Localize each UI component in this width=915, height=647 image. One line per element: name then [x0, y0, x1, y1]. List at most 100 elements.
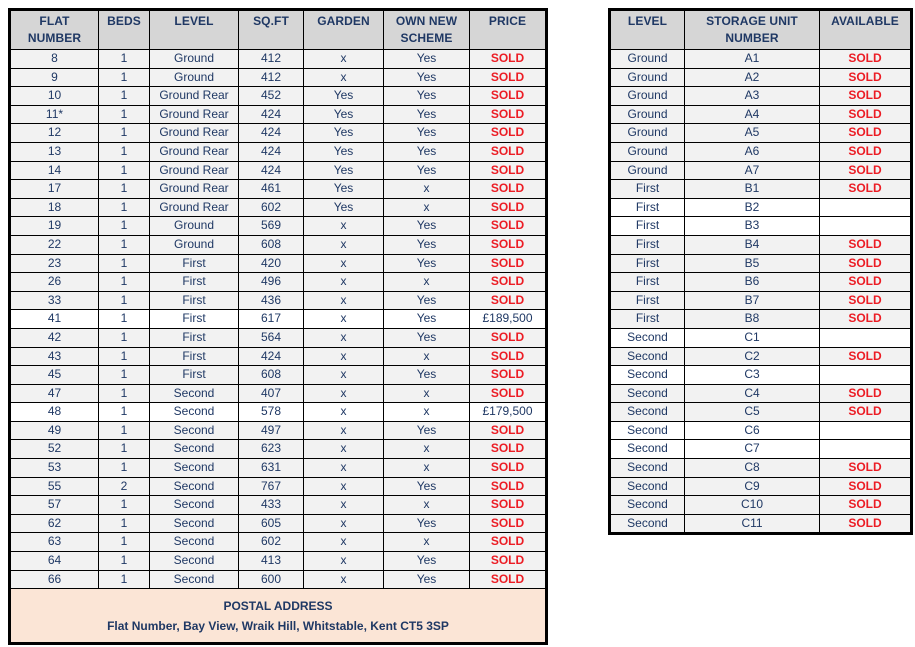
- unit-cell: A3: [684, 86, 820, 106]
- sqft-cell: 413: [238, 551, 304, 571]
- unit-cell: B8: [684, 309, 820, 329]
- price-cell: SOLD: [469, 551, 547, 571]
- scheme-cell: Yes: [383, 234, 470, 255]
- flat-cell: 42: [9, 327, 99, 348]
- level-cell: First: [609, 197, 685, 218]
- level-cell: Ground Rear: [149, 197, 239, 218]
- table-row: Second C8 SOLD: [609, 458, 912, 478]
- scheme-cell: x: [383, 346, 470, 367]
- beds-cell: 1: [98, 141, 150, 162]
- level-cell: Ground: [609, 86, 685, 106]
- table-row: Ground A4 SOLD: [609, 104, 912, 125]
- table-row: Second C7: [609, 439, 912, 460]
- unit-cell: A4: [684, 104, 820, 125]
- level-cell: Ground: [149, 234, 239, 255]
- table-row: 9 1 Ground 412 x Yes SOLD: [9, 67, 547, 88]
- table-row: 17 1 Ground Rear 461 Yes x SOLD: [9, 179, 547, 199]
- price-cell: SOLD: [469, 383, 547, 404]
- garden-cell: x: [303, 495, 384, 515]
- level-cell: Second: [149, 569, 239, 590]
- garden-cell: x: [303, 365, 384, 385]
- flats-table-footer: POSTAL ADDRESS Flat Number, Bay View, Wr…: [9, 588, 547, 645]
- price-cell: SOLD: [469, 513, 547, 534]
- unit-cell: B4: [684, 234, 820, 255]
- sqft-cell: 420: [238, 253, 304, 274]
- status-cell: [819, 365, 912, 385]
- sqft-cell: 569: [238, 216, 304, 236]
- table-row: 26 1 First 496 x x SOLD: [9, 272, 547, 292]
- unit-cell: C10: [684, 495, 820, 515]
- level-cell: Second: [609, 458, 685, 478]
- level-cell: First: [609, 272, 685, 292]
- beds-cell: 1: [98, 551, 150, 571]
- status-cell: SOLD: [819, 476, 912, 497]
- beds-cell: 1: [98, 179, 150, 199]
- flats-table: FLAT NUMBER BEDS LEVEL SQ.FT GARDEN OWN NEW S…: [8, 8, 548, 646]
- postal-address-title: POSTAL ADDRESS: [223, 599, 333, 614]
- table-row: First B8 SOLD: [609, 309, 912, 329]
- price-cell: SOLD: [469, 123, 547, 143]
- sqft-cell: 602: [238, 197, 304, 218]
- beds-cell: 1: [98, 458, 150, 478]
- garden-cell: x: [303, 513, 384, 534]
- unit-cell: A2: [684, 67, 820, 88]
- beds-cell: 1: [98, 49, 150, 69]
- sqft-cell: 600: [238, 569, 304, 590]
- sqft-cell: 605: [238, 513, 304, 534]
- garden-cell: x: [303, 551, 384, 571]
- unit-cell: C5: [684, 402, 820, 422]
- table-row: 10 1 Ground Rear 452 Yes Yes SOLD: [9, 86, 547, 106]
- table-row: 8 1 Ground 412 x Yes SOLD: [9, 49, 547, 69]
- level-cell: Ground Rear: [149, 160, 239, 181]
- table-row: 57 1 Second 433 x x SOLD: [9, 495, 547, 515]
- postal-address-row: POSTAL ADDRESS Flat Number, Bay View, Wr…: [9, 588, 547, 645]
- flat-cell: 8: [9, 49, 99, 69]
- flat-cell: 10: [9, 86, 99, 106]
- level-cell: Ground Rear: [149, 179, 239, 199]
- level-cell: Second: [609, 402, 685, 422]
- column-header-garden: GARDEN: [303, 9, 384, 50]
- status-cell: SOLD: [819, 383, 912, 404]
- flat-cell: 55: [9, 476, 99, 497]
- flats-header-row: FLAT NUMBER BEDS LEVEL SQ.FT GARDEN OWN NEW S…: [9, 9, 547, 50]
- price-cell: SOLD: [469, 197, 547, 218]
- price-cell: SOLD: [469, 495, 547, 515]
- status-cell: SOLD: [819, 402, 912, 422]
- flat-cell: 26: [9, 272, 99, 292]
- level-cell: Second: [149, 532, 239, 553]
- unit-cell: C3: [684, 365, 820, 385]
- postal-address-line: Flat Number, Bay View, Wraik Hill, Whits…: [107, 619, 449, 634]
- table-row: Second C5 SOLD: [609, 402, 912, 422]
- sqft-cell: 497: [238, 420, 304, 441]
- flat-cell: 19: [9, 216, 99, 236]
- table-row: 11* 1 Ground Rear 424 Yes Yes SOLD: [9, 104, 547, 125]
- unit-cell: C2: [684, 346, 820, 367]
- price-cell: SOLD: [469, 290, 547, 311]
- garden-cell: x: [303, 458, 384, 478]
- storage-header-row: LEVEL STORAGE UNIT NUMBER AVAILABLE: [609, 9, 912, 50]
- level-cell: First: [149, 272, 239, 292]
- level-cell: Second: [149, 383, 239, 404]
- level-cell: First: [609, 234, 685, 255]
- garden-cell: x: [303, 346, 384, 367]
- status-cell: SOLD: [819, 86, 912, 106]
- sqft-cell: 424: [238, 104, 304, 125]
- beds-cell: 1: [98, 327, 150, 348]
- table-row: Ground A2 SOLD: [609, 67, 912, 88]
- flat-cell: 22: [9, 234, 99, 255]
- garden-cell: x: [303, 476, 384, 497]
- status-cell: SOLD: [819, 513, 912, 535]
- level-cell: Ground: [609, 49, 685, 69]
- unit-cell: B7: [684, 290, 820, 311]
- beds-cell: 1: [98, 569, 150, 590]
- level-cell: Second: [609, 476, 685, 497]
- flat-cell: 41: [9, 309, 99, 329]
- price-cell: SOLD: [469, 569, 547, 590]
- table-row: 63 1 Second 602 x x SOLD: [9, 532, 547, 553]
- column-header-storage-unit-number: STORAGE UNIT NUMBER: [684, 9, 820, 50]
- level-cell: Second: [149, 402, 239, 422]
- beds-cell: 1: [98, 513, 150, 534]
- table-row: 47 1 Second 407 x x SOLD: [9, 383, 547, 404]
- beds-cell: 1: [98, 532, 150, 553]
- price-cell: SOLD: [469, 476, 547, 497]
